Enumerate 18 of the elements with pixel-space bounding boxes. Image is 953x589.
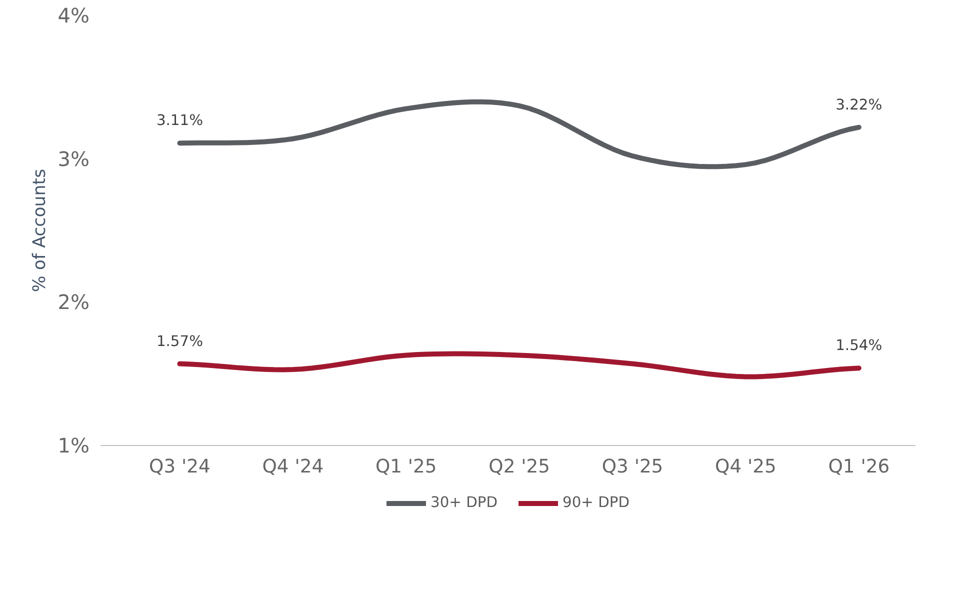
y-axis-title: % of Accounts <box>30 168 50 292</box>
x-tick-label: Q1 '25 <box>375 456 437 478</box>
x-tick-label: Q4 '25 <box>715 456 776 478</box>
y-tick-label: 3% <box>58 146 90 171</box>
data-label: 3.22% <box>836 96 882 114</box>
legend-label: 90+ DPD <box>562 494 630 511</box>
x-tick-label: Q4 '24 <box>262 456 324 478</box>
data-label: 1.54% <box>836 337 882 354</box>
x-tick-label: Q3 '25 <box>602 456 664 478</box>
legend-label: 30+ DPD <box>430 494 498 511</box>
y-tick-label: 4% <box>58 4 90 28</box>
data-label: 1.57% <box>156 332 204 350</box>
x-tick-label: Q3 '24 <box>149 456 210 478</box>
data-label: 3.11% <box>156 112 204 130</box>
x-tick-label: Q1 '26 <box>828 456 890 478</box>
y-tick-label: 2% <box>58 290 90 314</box>
x-tick-label: Q2 '25 <box>488 456 550 478</box>
y-tick-label: 1% <box>58 434 90 458</box>
